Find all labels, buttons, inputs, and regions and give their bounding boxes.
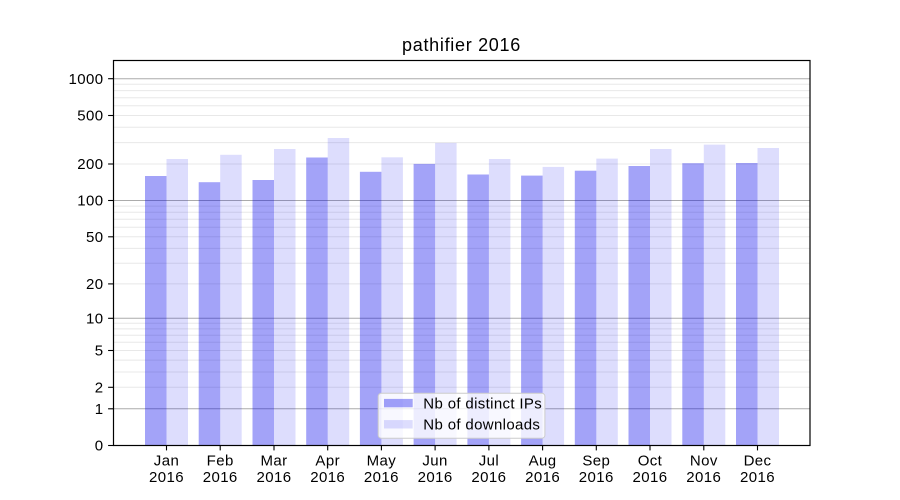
svg-text:2016: 2016 [471,469,506,486]
svg-text:Aug: Aug [529,453,557,470]
svg-text:pathifier 2016: pathifier 2016 [402,35,521,55]
svg-text:2016: 2016 [579,469,614,486]
svg-text:2016: 2016 [257,469,292,486]
svg-text:0: 0 [95,438,104,455]
svg-text:20: 20 [86,276,104,293]
svg-text:Jun: Jun [422,453,447,470]
svg-text:10: 10 [86,311,104,328]
svg-text:Nb of downloads: Nb of downloads [423,416,540,433]
svg-text:50: 50 [86,229,104,246]
svg-text:2016: 2016 [740,469,775,486]
svg-text:Nov: Nov [690,453,718,470]
svg-text:2016: 2016 [310,469,345,486]
svg-text:1: 1 [95,401,104,418]
svg-text:2016: 2016 [633,469,668,486]
svg-text:Feb: Feb [207,453,234,470]
svg-text:2016: 2016 [418,469,453,486]
svg-text:Mar: Mar [260,453,287,470]
svg-text:Oct: Oct [638,453,663,470]
svg-text:Nb of distinct IPs: Nb of distinct IPs [423,395,542,412]
svg-text:500: 500 [77,108,103,125]
svg-text:Jan: Jan [154,453,179,470]
svg-text:200: 200 [77,156,103,173]
svg-text:Dec: Dec [744,453,772,470]
svg-text:2016: 2016 [149,469,184,486]
svg-text:2016: 2016 [686,469,721,486]
svg-text:2016: 2016 [203,469,238,486]
svg-text:2016: 2016 [364,469,399,486]
svg-text:2016: 2016 [525,469,560,486]
svg-text:100: 100 [77,193,103,210]
svg-text:2: 2 [95,380,104,397]
svg-text:May: May [367,453,397,470]
svg-text:1000: 1000 [69,71,104,88]
svg-text:5: 5 [95,343,104,360]
svg-text:Sep: Sep [582,453,610,470]
svg-text:Apr: Apr [315,453,340,470]
svg-text:Jul: Jul [479,453,499,470]
